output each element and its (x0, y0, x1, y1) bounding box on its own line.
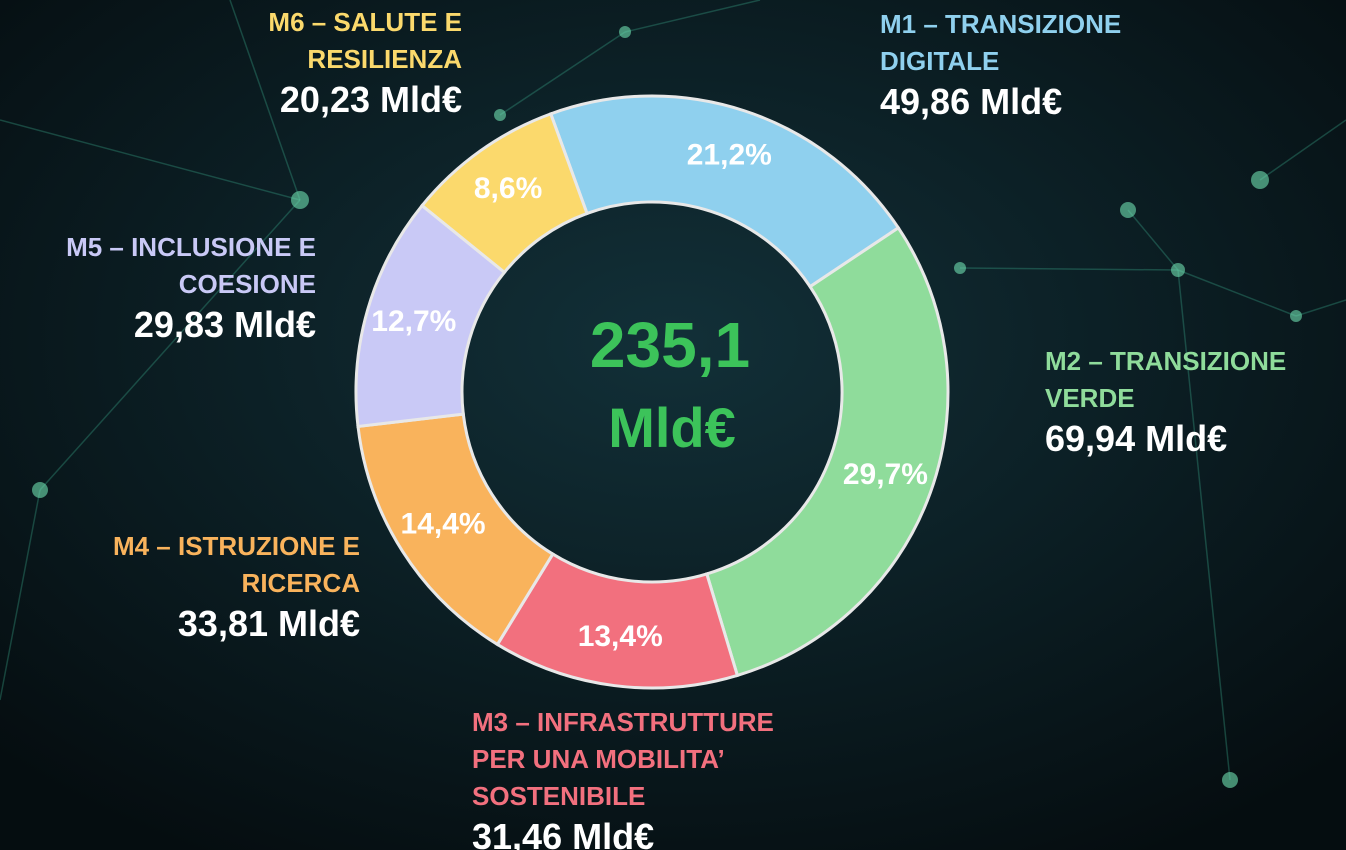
slice (548, 94, 901, 289)
category-label: M3 – INFRASTRUTTURE PER UNA MOBILITA’ SO… (472, 707, 774, 811)
slice-label: 12,7% (371, 305, 456, 338)
amount-label: 29,83 Mld€ (133, 304, 316, 345)
segment-label: M4 – ISTRUZIONE E RICERCA 33,81 Mld€ (70, 528, 360, 646)
amount-label: 49,86 Mld€ (880, 81, 1063, 122)
segment-label: M3 – INFRASTRUTTURE PER UNA MOBILITA’ SO… (472, 704, 822, 850)
segment-label: M6 – SALUTE E RESILIENZA 20,23 Mld€ (205, 4, 462, 122)
center-value: 235,1 (590, 309, 750, 381)
amount-label: 20,23 Mld€ (279, 79, 462, 120)
center-unit: Mld€ (608, 396, 736, 459)
network-nodes (32, 26, 1302, 788)
amount-label: 31,46 Mld€ (472, 816, 655, 850)
category-label: M6 – SALUTE E RESILIENZA (268, 7, 462, 74)
slice-label: 13,4% (578, 620, 663, 653)
slice-label: 21,2% (687, 138, 772, 171)
slice (704, 225, 950, 678)
category-label: M4 – ISTRUZIONE E RICERCA (112, 531, 360, 598)
slice-label: 14,4% (401, 508, 486, 541)
slice-label: 8,6% (474, 172, 542, 205)
segment-label: M5 – INCLUSIONE E COESIONE 29,83 Mld€ (6, 229, 316, 347)
amount-label: 33,81 Mld€ (177, 603, 360, 644)
amount-label: 69,94 Mld€ (1045, 418, 1228, 459)
network (0, 0, 1346, 781)
slice (419, 111, 589, 275)
slice-label: 29,7% (843, 458, 928, 491)
category-label: M2 – TRANSIZIONE VERDE (1045, 346, 1287, 413)
segment-label: M2 – TRANSIZIONE VERDE 69,94 Mld€ (1045, 343, 1346, 461)
segment-label: M1 – TRANSIZIONE DIGITALE 49,86 Mld€ (880, 6, 1190, 124)
category-label: M5 – INCLUSIONE E COESIONE (66, 232, 316, 299)
category-label: M1 – TRANSIZIONE DIGITALE (880, 9, 1122, 76)
